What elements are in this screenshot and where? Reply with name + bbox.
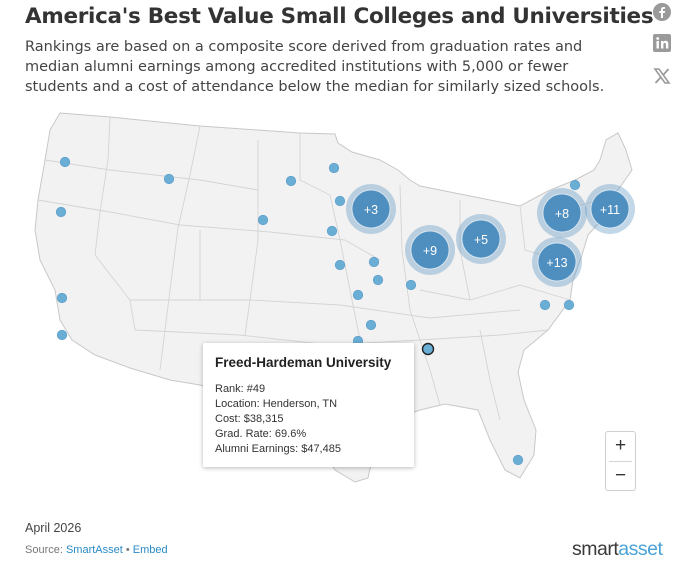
chart-title: America's Best Value Small Colleges and …: [25, 4, 654, 29]
college-marker[interactable]: [539, 299, 551, 311]
college-marker[interactable]: [372, 274, 384, 286]
college-marker[interactable]: [365, 319, 377, 331]
cluster-label: +13: [546, 256, 567, 270]
facebook-icon[interactable]: [652, 2, 674, 24]
college-marker[interactable]: [334, 259, 346, 271]
cluster-marker[interactable]: +9: [405, 225, 455, 275]
cluster-label: +3: [364, 203, 378, 217]
smartasset-logo[interactable]: smartasset: [572, 538, 663, 561]
x-icon[interactable]: [652, 66, 674, 88]
zoom-in-button[interactable]: +: [614, 435, 627, 456]
source-separator: •: [122, 544, 133, 556]
college-marker[interactable]: [326, 225, 338, 237]
college-marker[interactable]: [59, 156, 71, 168]
college-marker[interactable]: [334, 195, 346, 207]
college-tooltip: Freed-Hardeman University Rank: #49 Loca…: [203, 343, 414, 467]
cluster-marker[interactable]: +3: [346, 184, 396, 234]
source-prefix: Source:: [25, 544, 66, 556]
selected-college-marker[interactable]: [421, 342, 435, 356]
college-marker[interactable]: [328, 162, 340, 174]
college-marker[interactable]: [563, 299, 575, 311]
college-marker[interactable]: [512, 454, 524, 466]
tooltip-rank: Rank: #49: [215, 383, 266, 395]
us-land: [34, 112, 633, 483]
college-marker[interactable]: [352, 289, 364, 301]
college-marker[interactable]: [285, 175, 297, 187]
college-marker[interactable]: [257, 214, 269, 226]
tooltip-college-name: Freed-Hardeman University: [215, 355, 392, 370]
source-line: Source: SmartAsset • Embed: [25, 544, 168, 556]
zoom-out-button[interactable]: −: [614, 465, 627, 486]
embed-link[interactable]: Embed: [132, 544, 168, 556]
tooltip-location: Location: Henderson, TN: [215, 398, 338, 410]
tooltip-grad-rate: Grad. Rate: 69.6%: [215, 428, 307, 440]
cluster-marker[interactable]: +8: [537, 188, 587, 238]
tooltip-earnings: Alumni Earnings: $47,485: [215, 443, 341, 455]
cluster-label: +8: [555, 207, 569, 221]
tooltip-cost: Cost: $38,315: [215, 413, 284, 425]
state-borders: [37, 116, 607, 421]
college-marker[interactable]: [56, 329, 68, 341]
linkedin-icon[interactable]: [652, 33, 674, 55]
cluster-marker[interactable]: +11: [585, 184, 635, 234]
us-map[interactable]: +3 +9 +5 +8 +11 +13: [0, 105, 686, 510]
zoom-divider: [609, 461, 632, 462]
cluster-marker[interactable]: +13: [532, 237, 582, 287]
college-markers[interactable]: [55, 156, 581, 466]
cluster-label: +11: [600, 203, 620, 217]
cluster-label: +5: [474, 233, 488, 247]
college-marker[interactable]: [163, 173, 175, 185]
college-marker[interactable]: [56, 292, 68, 304]
college-marker[interactable]: [405, 279, 417, 291]
logo-part-asset: asset: [618, 538, 663, 560]
logo-part-smart: smart: [572, 538, 619, 560]
college-marker[interactable]: [368, 256, 380, 268]
publish-date: April 2026: [25, 521, 82, 535]
cluster-markers[interactable]: +3 +9 +5 +8 +11 +13: [346, 184, 635, 287]
cluster-marker[interactable]: +5: [456, 214, 506, 264]
chart-subtitle: Rankings are based on a composite score …: [25, 39, 605, 95]
college-marker[interactable]: [569, 179, 581, 191]
cluster-label: +9: [423, 244, 437, 258]
college-marker[interactable]: [55, 206, 67, 218]
source-link[interactable]: SmartAsset: [65, 544, 123, 556]
zoom-control: + −: [605, 431, 636, 491]
